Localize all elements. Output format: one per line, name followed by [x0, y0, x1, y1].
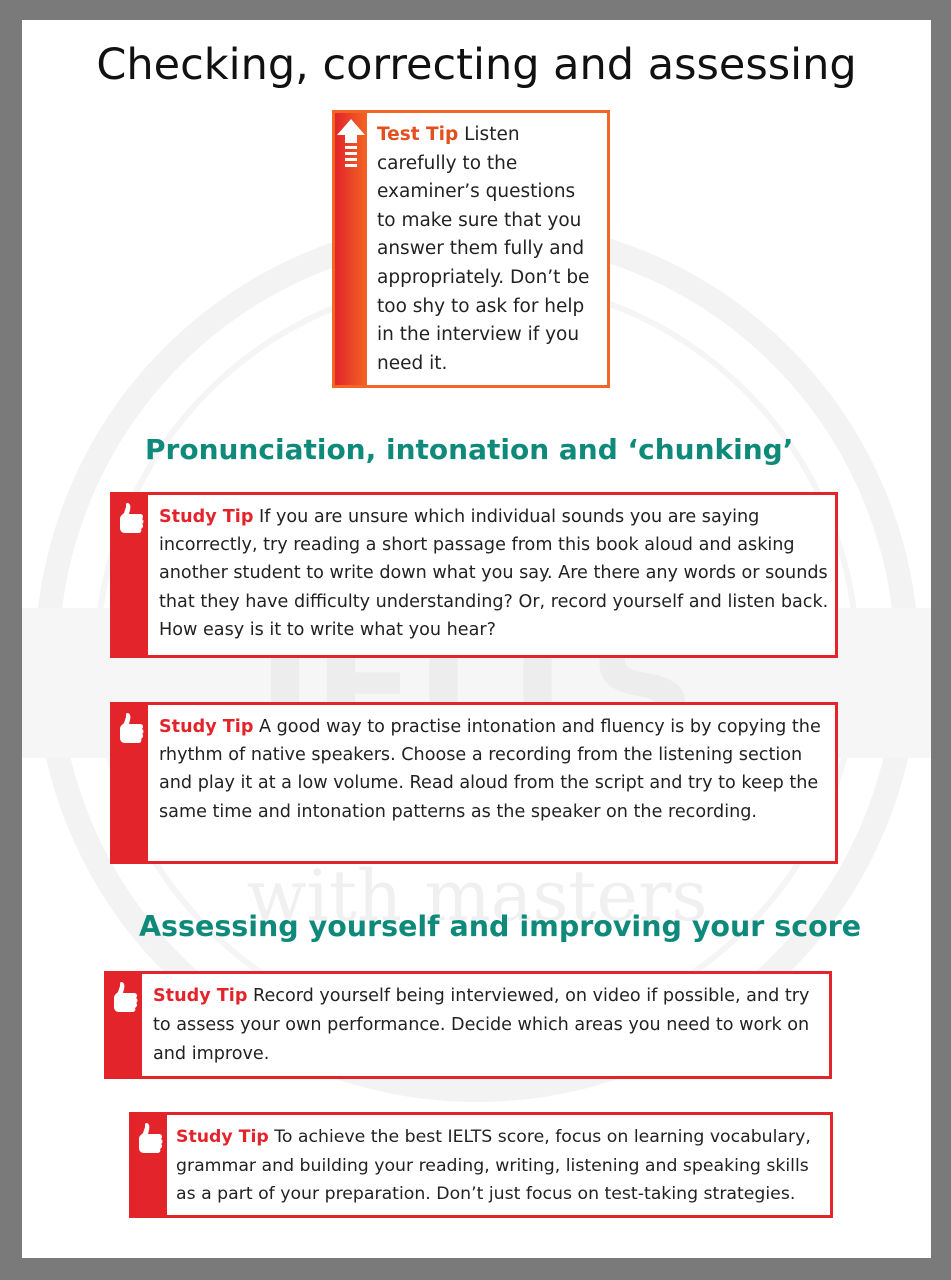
study-tip-body: If you are unsure which individual sound… [159, 507, 829, 640]
study-tip-label: Study Tip [176, 1127, 269, 1147]
arrow-up-icon [337, 119, 365, 167]
study-tip-box: Study Tip Record yourself being intervie… [104, 971, 832, 1079]
study-tip-box: Study Tip If you are unsure which indivi… [110, 492, 838, 658]
study-tip-text: Study Tip To achieve the best IELTS scor… [176, 1123, 824, 1209]
study-tip-text: Study Tip A good way to practise intonat… [159, 713, 829, 826]
test-tip-bar [335, 113, 367, 385]
study-tip-box: Study Tip To achieve the best IELTS scor… [129, 1112, 833, 1218]
thumbs-up-icon [120, 503, 144, 533]
study-tip-body: A good way to practise intonation and fl… [159, 717, 821, 822]
test-tip-text: Test Tip Listen carefully to the examine… [377, 121, 599, 378]
study-tip-label: Study Tip [153, 986, 248, 1006]
test-tip-label: Test Tip [377, 124, 459, 145]
study-tip-label: Study Tip [159, 507, 254, 527]
test-tip-box: Test Tip Listen carefully to the examine… [332, 110, 610, 388]
study-tip-body: To achieve the best IELTS score, focus o… [176, 1127, 811, 1205]
thumbs-up-icon [120, 713, 144, 743]
test-tip-body: Listen carefully to the examiner’s quest… [377, 124, 590, 374]
thumbs-up-icon [139, 1123, 163, 1153]
study-tip-box: Study Tip A good way to practise intonat… [110, 702, 838, 864]
study-tip-label: Study Tip [159, 717, 254, 737]
study-tip-text: Study Tip Record yourself being intervie… [153, 982, 821, 1068]
document-page: IELTS with masters Checking, correcting … [22, 20, 931, 1258]
page-title: Checking, correcting and assessing [96, 40, 857, 90]
study-tip-text: Study Tip If you are unsure which indivi… [159, 503, 829, 644]
study-tip-body: Record yourself being interviewed, on vi… [153, 986, 810, 1064]
section-heading-pronunciation: Pronunciation, intonation and ‘chunking’ [145, 433, 794, 466]
section-heading-assessing: Assessing yourself and improving your sc… [139, 910, 862, 943]
thumbs-up-icon [114, 982, 138, 1012]
